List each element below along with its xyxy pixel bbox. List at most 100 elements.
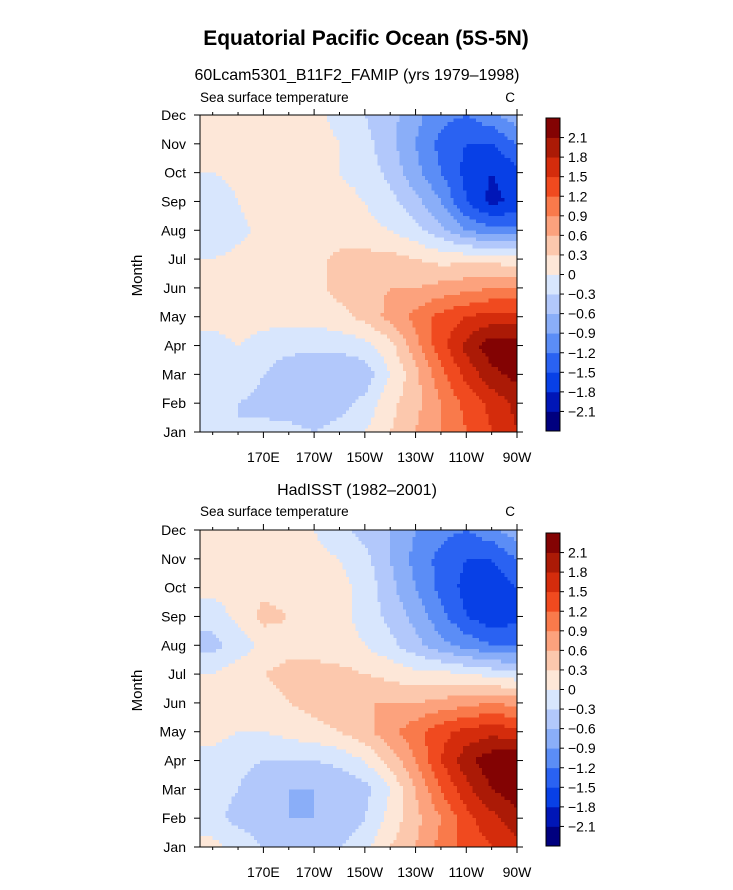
x-tick-label: 130W — [397, 449, 434, 465]
colorbar-swatch — [546, 787, 560, 807]
y-tick-label: Dec — [161, 107, 186, 123]
y-tick-label: Jul — [168, 251, 186, 267]
colorbar-label: 1.8 — [568, 149, 588, 165]
colorbar-swatch — [546, 592, 560, 612]
colorbar-label: −0.6 — [568, 721, 596, 737]
colorbar-swatch — [546, 670, 560, 690]
panel-title: HadISST (1982–2001) — [277, 482, 437, 499]
colorbar-label: −1.2 — [568, 760, 596, 776]
y-tick-label: Nov — [161, 551, 186, 567]
colorbar-swatch — [546, 611, 560, 631]
colorbar-swatch — [546, 709, 560, 729]
y-tick-label: Dec — [161, 522, 186, 538]
colorbar-swatch — [546, 533, 560, 553]
colorbar-swatch — [546, 138, 560, 158]
colorbar-label: 1.8 — [568, 564, 588, 580]
colorbar-swatch — [546, 294, 560, 314]
units-label: C — [505, 504, 515, 519]
x-tick-label: 90W — [503, 864, 533, 880]
colorbar-label: −2.1 — [568, 818, 596, 834]
x-tick-label: 170E — [247, 449, 280, 465]
colorbar-label: −1.8 — [568, 384, 596, 400]
colorbar-swatch — [546, 255, 560, 275]
colorbar: −2.1−1.8−1.5−1.2−0.9−0.6−0.300.30.60.91.… — [546, 118, 596, 431]
panel-subtitle: Sea surface temperature — [200, 90, 349, 105]
colorbar-swatch — [546, 353, 560, 373]
colorbar-swatch — [546, 314, 560, 334]
colorbar-swatch — [546, 729, 560, 749]
panel-2: HadISST (1982–2001) Sea surface temperatu… — [129, 482, 596, 880]
colorbar-label: −0.3 — [568, 701, 596, 717]
colorbar-swatch — [546, 411, 560, 431]
colorbar-label: 1.2 — [568, 603, 588, 619]
colorbar-label: −0.9 — [568, 740, 596, 756]
colorbar-label: 0.3 — [568, 247, 588, 263]
colorbar-swatch — [546, 572, 560, 592]
y-tick-label: Apr — [164, 753, 186, 769]
colorbar-swatch — [546, 768, 560, 788]
x-tick-label: 170W — [296, 864, 333, 880]
colorbar-label: −1.5 — [568, 364, 596, 380]
colorbar-label: −0.6 — [568, 306, 596, 322]
y-tick-label: Feb — [162, 395, 186, 411]
colorbar-swatch — [546, 392, 560, 412]
colorbar-swatch — [546, 807, 560, 827]
y-tick-label: Feb — [162, 810, 186, 826]
colorbar-label: 0 — [568, 267, 576, 283]
y-tick-label: Jun — [163, 280, 186, 296]
colorbar-swatch — [546, 748, 560, 768]
x-tick-label: 150W — [347, 864, 384, 880]
x-tick-label: 110W — [449, 449, 485, 465]
colorbar-label: 2.1 — [568, 130, 588, 146]
y-axis-label: Month — [129, 670, 146, 712]
colorbar-swatch — [546, 118, 560, 138]
colorbar-label: −0.9 — [568, 325, 596, 341]
colorbar: −2.1−1.8−1.5−1.2−0.9−0.6−0.300.30.60.91.… — [546, 533, 596, 846]
colorbar-swatch — [546, 372, 560, 392]
x-tick-label: 170W — [296, 449, 333, 465]
colorbar-label: −1.2 — [568, 345, 596, 361]
y-tick-label: Apr — [164, 338, 186, 354]
y-tick-label: Jul — [168, 666, 186, 682]
colorbar-swatch — [546, 157, 560, 177]
y-tick-label: Aug — [161, 222, 186, 238]
y-tick-label: May — [160, 724, 186, 740]
colorbar-label: −1.5 — [568, 779, 596, 795]
y-axis-label: Month — [129, 255, 146, 297]
colorbar-swatch — [546, 650, 560, 670]
colorbar-swatch — [546, 216, 560, 236]
panel-subtitle: Sea surface temperature — [200, 504, 349, 519]
y-tick-label: Oct — [164, 165, 186, 181]
colorbar-label: 0.9 — [568, 623, 588, 639]
colorbar-swatch — [546, 553, 560, 573]
colorbar-swatch — [546, 333, 560, 353]
colorbar-label: 0 — [568, 682, 576, 698]
colorbar-label: 0.3 — [568, 662, 588, 678]
colorbar-label: 0.6 — [568, 227, 588, 243]
colorbar-label: 1.5 — [568, 169, 588, 185]
x-tick-label: 90W — [503, 449, 533, 465]
colorbar-label: 0.6 — [568, 642, 588, 658]
y-tick-label: Jun — [163, 695, 186, 711]
panel-1: 60Lcam5301_B11F2_FAMIP (yrs 1979–1998) Se… — [129, 67, 596, 465]
x-tick-label: 150W — [347, 449, 384, 465]
y-tick-label: Mar — [162, 781, 186, 797]
colorbar-label: 1.5 — [568, 584, 588, 600]
y-tick-label: Mar — [162, 366, 186, 382]
y-tick-label: Aug — [161, 637, 186, 653]
y-tick-label: Sep — [161, 608, 186, 624]
colorbar-swatch — [546, 826, 560, 846]
y-tick-label: Oct — [164, 580, 186, 596]
colorbar-label: 2.1 — [568, 545, 588, 561]
sst-field — [200, 115, 518, 433]
colorbar-swatch — [546, 177, 560, 197]
colorbar-swatch — [546, 235, 560, 255]
colorbar-label: 0.9 — [568, 208, 588, 224]
colorbar-swatch — [546, 690, 560, 710]
x-tick-label: 110W — [449, 864, 485, 880]
y-tick-label: Nov — [161, 136, 186, 152]
panel-title: 60Lcam5301_B11F2_FAMIP (yrs 1979–1998) — [195, 67, 520, 84]
units-label: C — [505, 90, 515, 105]
colorbar-swatch — [546, 631, 560, 651]
